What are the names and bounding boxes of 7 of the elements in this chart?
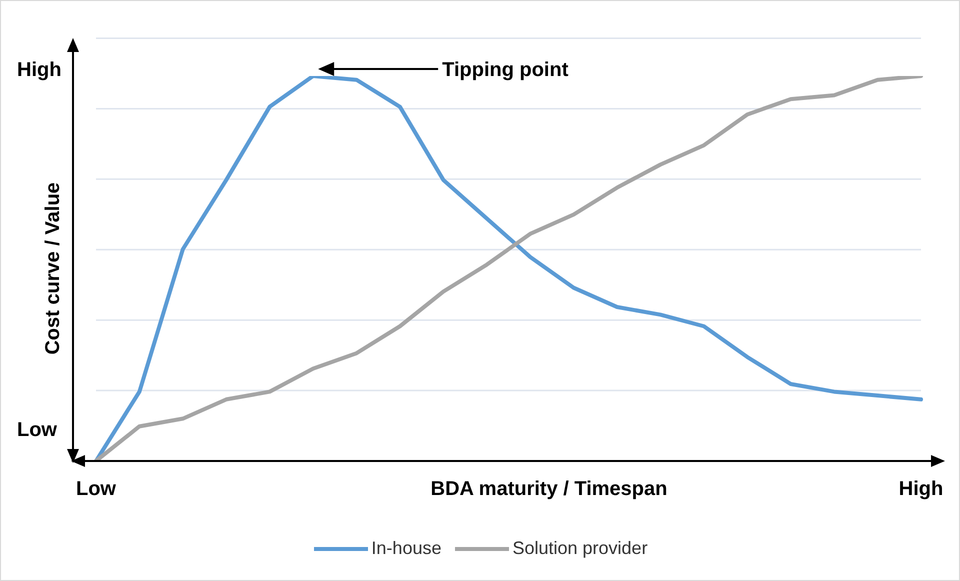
text: Low [17,419,58,441]
legend-label: Solution provider [512,538,648,559]
y-axis-title: Cost curve / Value [42,182,64,355]
annotation: Tipping point [442,59,569,81]
x-axis-title: BDA maturity / Timespan [430,478,668,500]
text: High [17,59,62,81]
legend-label: In-house [371,538,442,559]
